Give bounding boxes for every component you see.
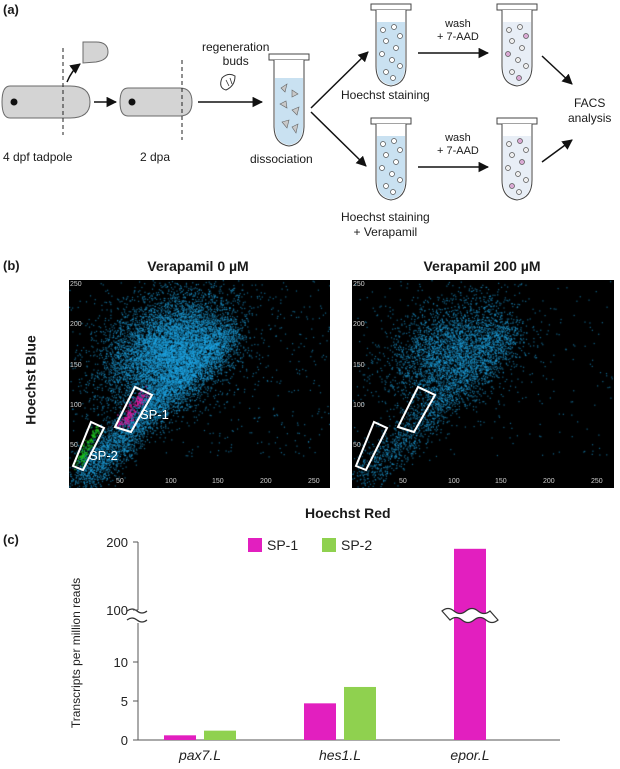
flow-x-axis-label: Hoechst Red: [305, 505, 391, 521]
wash-top-label: wash + 7-AAD: [437, 18, 479, 43]
amputated-tail: [82, 41, 109, 64]
legend-label-sp1: SP-1: [267, 537, 298, 553]
bar-sp-2-pax7-l: [204, 730, 236, 740]
axis-break-bar: [441, 607, 499, 624]
bar-sp-1-pax7-l: [164, 735, 196, 740]
flow-plot-1-scatter: [69, 280, 330, 488]
panel-c-label: (c): [3, 532, 19, 547]
bar-sp-1-hes1-l: [304, 703, 336, 740]
hoechst-verapamil-tube: [370, 117, 412, 201]
panel-a-label: (a): [3, 2, 19, 17]
y-tick-label: 5: [121, 694, 128, 709]
sp1-label: SP-1: [140, 407, 169, 422]
hoechst-7aad-tube: [496, 3, 538, 87]
flow-plot-1: SP-1 SP-2 250 200 150 100 50 50 100 150 …: [69, 280, 330, 488]
legend-label-sp2: SP-2: [341, 537, 372, 553]
facs-analysis-label: FACS analysis: [568, 96, 612, 125]
panel-b-label: (b): [3, 258, 20, 273]
bar-chart-y-label: Transcripts per million reads: [69, 578, 83, 728]
hoechst-tube: [370, 3, 412, 87]
plot1-title: Verapamil 0 µM: [147, 258, 249, 274]
regenerating-tadpole: [119, 87, 193, 117]
dissociation-tube: [268, 53, 310, 147]
hoechst-verapamil-label: Hoechst staining + Verapamil: [341, 210, 430, 239]
regeneration-buds-icon: [220, 73, 236, 91]
dpa-label: 2 dpa: [140, 150, 171, 164]
y-tick-label: 10: [114, 655, 128, 670]
sp2-gate-verapamil: [354, 420, 389, 472]
x-tick-label: hes1.L: [319, 747, 361, 763]
legend-swatch-sp1: [248, 538, 262, 552]
y-tick-label: 0: [121, 733, 128, 748]
flow-plot-2: 250 200 150 100 50 50 100 150 200 250: [352, 280, 614, 488]
flow-plot-2-scatter: [352, 280, 614, 488]
legend-swatch-sp2: [322, 538, 336, 552]
tadpole-label: 4 dpf tadpole: [3, 150, 73, 164]
plot2-title: Verapamil 200 µM: [423, 258, 541, 274]
axis-break-left: [126, 608, 148, 623]
y-tick-label: 100: [106, 603, 128, 618]
hoechst-staining-label: Hoechst staining: [341, 88, 430, 102]
flow-y-axis-label: Hoechst Blue: [22, 335, 39, 425]
bar-sp-2-hes1-l: [344, 686, 376, 740]
tadpole-eye: [10, 98, 18, 106]
sp2-label: SP-2: [89, 448, 118, 463]
regeneration-buds-label: regeneration buds: [202, 40, 270, 68]
x-tick-label: pax7.L: [178, 747, 221, 763]
sp1-gate: [113, 385, 154, 434]
wash-bottom-label: wash + 7-AAD: [437, 132, 479, 157]
bar-chart: Transcripts per million reads SP-1 SP-2 …: [69, 535, 560, 763]
bar-sp-1-epor-l: [454, 548, 486, 740]
panel-a-schematic: [1, 3, 573, 201]
tadpole-body: [1, 85, 91, 119]
dissociation-label: dissociation: [250, 152, 313, 166]
verapamil-7aad-tube: [496, 117, 538, 201]
sp2-gate: [71, 420, 106, 472]
x-tick-label: epor.L: [450, 747, 489, 763]
y-tick-label: 200: [106, 535, 128, 550]
sp1-gate-verapamil: [396, 385, 437, 434]
